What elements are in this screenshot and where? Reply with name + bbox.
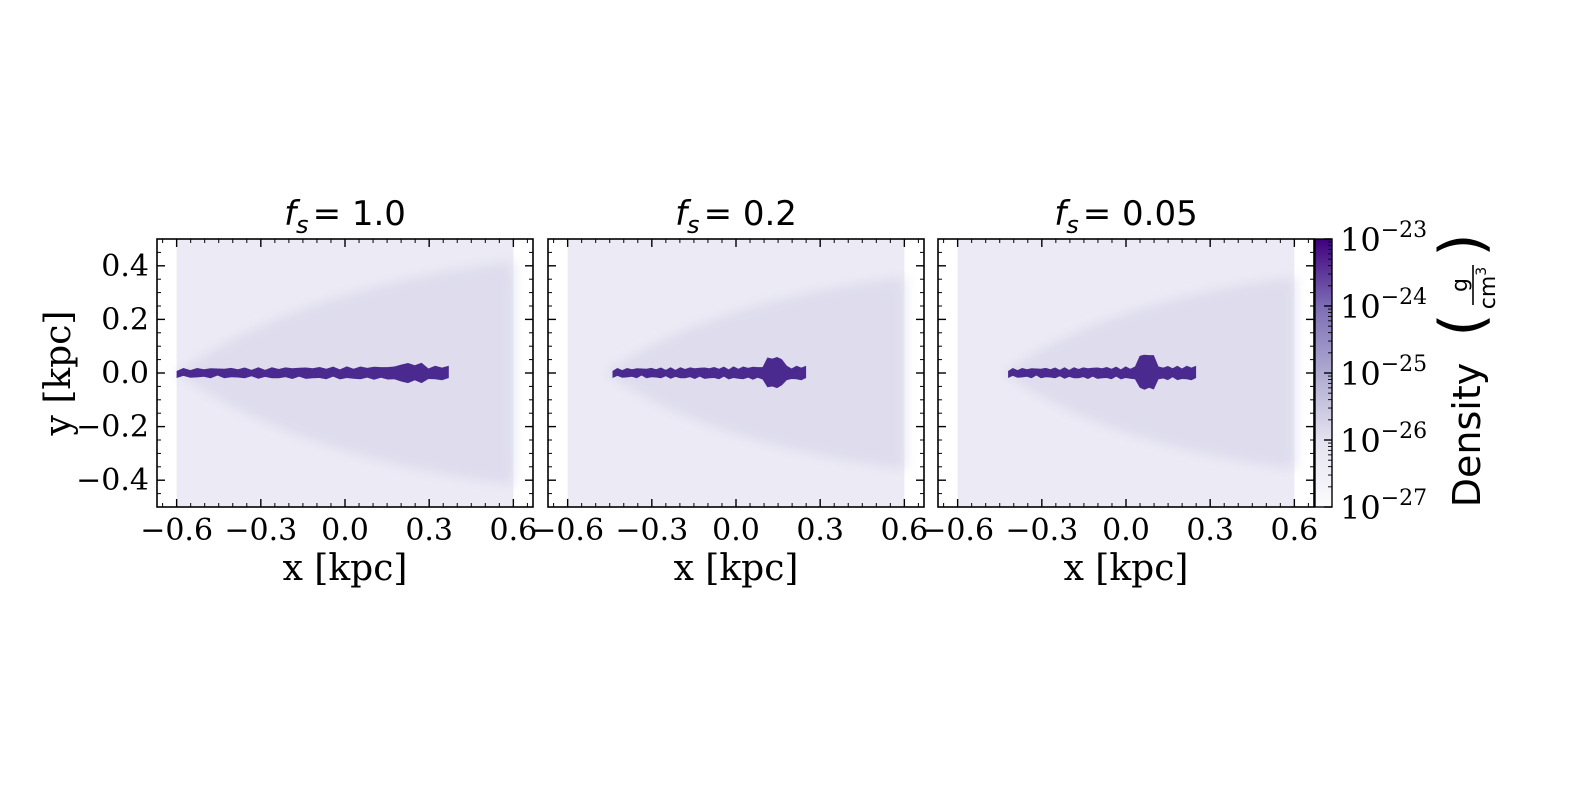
y-tick-label: −0.4 <box>76 463 149 498</box>
x-tick-label: 0.6 <box>489 513 537 548</box>
x-tick-label: 0.3 <box>796 513 844 548</box>
x-axis: −0.6 −0.3 0.0 0.3 0.6 <box>140 239 537 548</box>
panel-2: fs = 0.2 −0.6 −0.3 0.0 0.3 0.6 x [kpc] <box>531 194 928 589</box>
x-axis: −0.6 −0.3 0.0 0.3 0.6 <box>531 239 928 548</box>
colorbar-tick-label: 10−25 <box>1340 352 1427 393</box>
y-axis <box>938 238 1314 508</box>
x-axis: −0.6 −0.3 0.0 0.3 0.6 <box>921 239 1318 548</box>
x-tick-label: 0.0 <box>321 513 369 548</box>
colorbar-tick-label: 10−23 <box>1340 218 1427 259</box>
colorbar-label: Density <box>1445 363 1489 507</box>
colorbar-tick-label: 10−27 <box>1340 486 1427 527</box>
x-tick-label: −0.3 <box>224 513 297 548</box>
colorbar-ticks: 10−23 10−24 10−25 10−26 10−27 <box>1324 218 1427 527</box>
gas-stream <box>612 357 807 389</box>
x-tick-label: 0.6 <box>880 513 928 548</box>
x-tick-label: −0.3 <box>1005 513 1078 548</box>
x-axis-label: x [kpc] <box>674 548 799 589</box>
x-tick-label: −0.3 <box>615 513 688 548</box>
x-axis-label: x [kpc] <box>283 548 408 589</box>
y-tick-label: 0.4 <box>101 249 149 284</box>
gas-stream <box>176 362 449 384</box>
unit-denominator: cm3 <box>1474 267 1501 309</box>
y-tick-label: 0.2 <box>101 302 149 337</box>
x-tick-label: −0.6 <box>921 513 994 548</box>
unit-paren-open: ( <box>1427 313 1497 336</box>
colorbar: 10−23 10−24 10−25 10−26 10−27 Density ( g cm… <box>1314 218 1501 527</box>
x-tick-label: 0.0 <box>1102 513 1150 548</box>
unit-paren-close: ) <box>1427 233 1497 256</box>
x-tick-label: −0.6 <box>531 513 604 548</box>
x-tick-label: 0.6 <box>1270 513 1318 548</box>
x-tick-label: −0.6 <box>140 513 213 548</box>
y-tick-label: 0.0 <box>101 356 149 391</box>
panel-3: fs = 0.05 −0.6 −0.3 0.0 0.3 0.6 x [kpc] <box>921 194 1318 589</box>
panel-1: fs = 1.0 −0.6 −0.3 0.0 0.3 0.6 0.40.20.0−0.2−… <box>38 194 537 589</box>
y-axis-label: y [kpc] <box>38 311 79 437</box>
y-tick-label: −0.2 <box>76 410 149 445</box>
y-axis: 0.4 0.2 0.0 −0.2 −0.4 <box>76 238 533 508</box>
x-axis-label: x [kpc] <box>1064 548 1189 589</box>
gas-stream <box>1008 354 1197 390</box>
colorbar-tick-label: 10−24 <box>1340 285 1427 326</box>
panel-title: fs = 0.05 <box>1054 194 1198 239</box>
x-tick-label: 0.3 <box>1186 513 1234 548</box>
panel-title: fs = 1.0 <box>284 194 406 239</box>
unit-numerator: g <box>1448 278 1473 292</box>
colorbar-tick-label: 10−26 <box>1340 419 1427 460</box>
x-tick-label: 0.3 <box>405 513 453 548</box>
x-tick-label: 0.0 <box>712 513 760 548</box>
panel-title: fs = 0.2 <box>675 194 797 239</box>
colorbar-unit: ( g cm3 ) <box>1427 233 1501 336</box>
y-axis <box>548 238 924 508</box>
